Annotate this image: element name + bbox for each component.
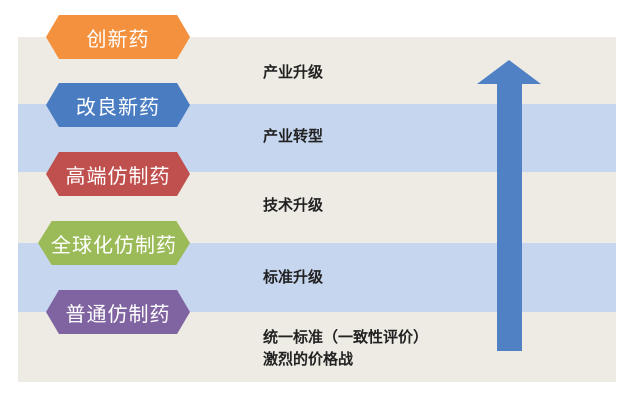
hex-innovative-drug: 创新药	[46, 15, 190, 59]
stage-label-bottom-2: 激烈的价格战	[263, 350, 354, 368]
stage-label-bottom-1: 统一标准（一致性评价）	[263, 328, 429, 346]
up-arrow-shape	[477, 60, 541, 351]
stage-label: 产业升级	[263, 63, 324, 81]
stage-label: 标准升级	[263, 268, 324, 286]
hex-improved-new-drug: 改良新药	[46, 83, 190, 127]
hex-global-generic: 全球化仿制药	[38, 221, 190, 265]
hex-high-end-generic: 高端仿制药	[46, 152, 190, 196]
stage-label: 技术升级	[263, 196, 324, 214]
hex-ordinary-generic: 普通仿制药	[46, 290, 190, 334]
stage-label: 产业转型	[263, 127, 324, 145]
